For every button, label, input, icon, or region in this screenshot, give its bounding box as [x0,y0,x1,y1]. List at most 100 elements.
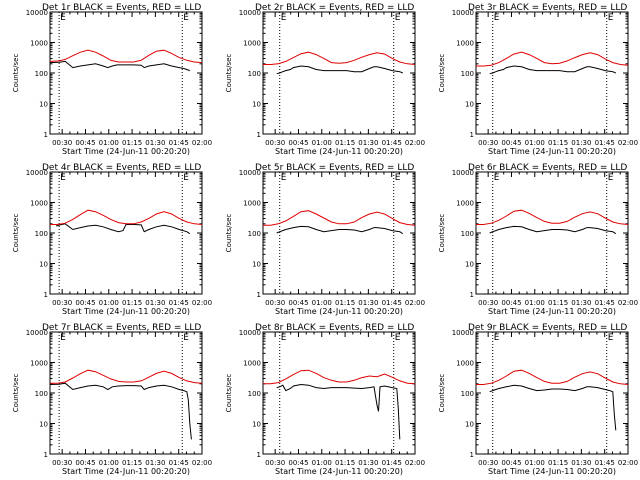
y-tick-label: 1 [257,291,261,299]
x-tick-label: 01:15 [548,459,568,467]
panel-title: Det 4r BLACK = Events, RED = LLD [42,163,201,173]
event-marker-label: E [60,333,66,343]
series-events-line [276,65,403,75]
event-marker-label: E [183,333,189,343]
event-marker-label: E [494,333,500,343]
y-tick-label: 1000 [30,360,48,368]
y-tick-label: 1 [44,131,48,139]
y-tick-label: 1 [470,451,474,459]
event-marker-label: E [281,333,287,343]
event-marker-label: E [281,13,287,23]
series-lld-line [50,369,203,384]
event-marker-label: E [608,333,614,343]
y-tick-label: 10 [252,101,261,109]
event-marker-label: E [281,173,287,183]
x-tick-label: 00:45 [501,139,521,147]
x-tick-label: 01:15 [548,299,568,307]
y-tick-label: 1 [257,131,261,139]
x-axis-label: Start Time (24-Jun-11 00:20:20) [275,147,403,156]
y-tick-label: 100 [248,70,261,78]
y-tick-label: 1000 [456,40,474,48]
y-tick-label: 100 [461,70,474,78]
y-tick-label: 10000 [26,169,48,177]
x-tick-label: 01:30 [145,299,165,307]
x-tick-label: 01:00 [312,299,332,307]
series-events-line [276,383,401,440]
y-axis-label: Counts/sec [225,214,233,253]
y-tick-label: 1000 [243,200,261,208]
event-marker-label: E [60,13,66,23]
series-events-line [489,225,617,235]
x-axis-label: Start Time (24-Jun-11 00:20:20) [275,307,403,316]
x-tick-label: 00:45 [288,459,308,467]
y-tick-label: 1 [44,291,48,299]
x-tick-label: 02:00 [618,299,638,307]
y-tick-label: 1000 [30,40,48,48]
x-tick-label: 01:45 [595,299,615,307]
panel-title: Det 1r BLACK = Events, RED = LLD [42,3,201,13]
x-tick-label: 00:30 [52,459,72,467]
y-tick-label: 1000 [456,360,474,368]
y-tick-label: 100 [461,230,474,238]
x-tick-label: 01:45 [595,459,615,467]
x-tick-label: 01:00 [525,139,545,147]
panel-det7r: Det 7r BLACK = Events, RED = LLD 1 10 100 10… [12,323,212,476]
x-tick-label: 01:00 [525,299,545,307]
x-tick-label: 01:45 [169,299,189,307]
x-axis-label: Start Time (24-Jun-11 00:20:20) [488,307,616,316]
y-tick-label: 100 [248,390,261,398]
x-tick-label: 01:45 [382,299,402,307]
x-tick-label: 00:45 [501,299,521,307]
x-tick-label: 01:45 [169,139,189,147]
panel-det1r: Det 1r BLACK = Events, RED = LLD 1 10 100 10… [12,3,212,156]
series-lld-line [263,210,416,226]
panel-det6r: Det 6r BLACK = Events, RED = LLD 1 10 100 10… [438,163,638,316]
y-tick-label: 10000 [452,169,474,177]
x-tick-label: 02:00 [192,459,212,467]
x-tick-label: 01:00 [312,139,332,147]
x-tick-label: 01:15 [548,139,568,147]
x-tick-label: 00:30 [265,139,285,147]
plot-frame [262,331,416,455]
y-axis-label: Counts/sec [438,214,446,253]
x-tick-label: 00:45 [288,139,308,147]
x-tick-label: 00:45 [75,459,95,467]
event-marker-label: E [494,13,500,23]
event-marker-label: E [395,333,401,343]
series-events-line [49,382,192,440]
x-tick-label: 01:15 [335,459,355,467]
panel-det4r: Det 4r BLACK = Events, RED = LLD 1 10 100 10… [12,163,212,316]
panel-title: Det 3r BLACK = Events, RED = LLD [468,3,627,13]
x-tick-label: 01:00 [525,459,545,467]
y-tick-label: 10 [39,101,48,109]
x-tick-label: 02:00 [192,299,212,307]
plot-frame [262,11,416,135]
x-tick-label: 00:30 [478,139,498,147]
panel-det8r: Det 8r BLACK = Events, RED = LLD 1 10 100 10… [225,323,425,476]
y-tick-label: 10 [39,421,48,429]
x-tick-label: 01:00 [99,299,119,307]
y-tick-label: 1 [44,451,48,459]
y-axis-label: Counts/sec [438,374,446,413]
x-tick-label: 01:30 [571,299,591,307]
y-tick-label: 100 [35,390,48,398]
y-tick-label: 10 [39,261,48,269]
event-marker-label: E [183,13,189,23]
y-tick-label: 100 [461,390,474,398]
x-axis-label: Start Time (24-Jun-11 00:20:20) [488,147,616,156]
x-tick-label: 01:45 [382,139,402,147]
y-tick-label: 10 [465,261,474,269]
x-tick-label: 02:00 [405,139,425,147]
y-tick-label: 1 [257,451,261,459]
x-tick-label: 01:45 [382,459,402,467]
x-tick-label: 02:00 [192,139,212,147]
series-lld-line [50,209,203,225]
panel-title: Det 8r BLACK = Events, RED = LLD [255,323,414,333]
y-tick-label: 10000 [239,9,261,17]
y-tick-label: 10 [252,421,261,429]
plot-frame [262,171,416,295]
panel-det2r: Det 2r BLACK = Events, RED = LLD 1 10 100 10… [225,3,425,156]
y-tick-label: 1000 [243,360,261,368]
x-tick-label: 01:15 [335,139,355,147]
